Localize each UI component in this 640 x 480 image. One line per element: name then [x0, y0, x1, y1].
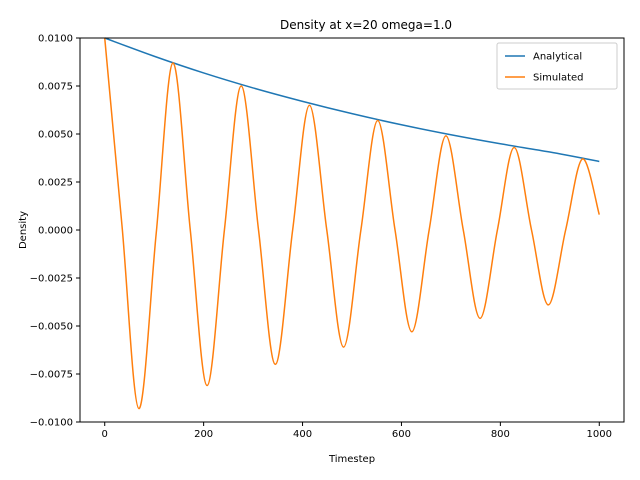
legend: Analytical Simulated	[496, 42, 618, 90]
y-tick-label: 0.0100	[38, 34, 73, 45]
y-tick-label: −0.0100	[30, 418, 73, 429]
y-tick-label: −0.0075	[30, 370, 73, 381]
legend-label-simulated: Simulated	[533, 73, 584, 84]
y-tick-label: 0.0050	[38, 130, 73, 141]
x-tick-label: 600	[392, 429, 411, 440]
legend-box	[496, 42, 618, 90]
y-axis-label: Density	[18, 211, 29, 249]
axes-frame	[79, 37, 625, 423]
y-tick-label: 0.0000	[38, 226, 73, 237]
series-line-simulated	[103, 37, 600, 410]
x-tick-label: 200	[194, 429, 213, 440]
y-tick-label: 0.0025	[38, 178, 73, 189]
x-tick-label: 800	[491, 429, 510, 440]
y-tick-label: 0.0075	[38, 82, 73, 93]
y-tick-label: −0.0050	[30, 322, 73, 333]
series-line-analytical	[104, 37, 600, 163]
axis-ticks: 0 200 400 600 800 1000 −0.0100 −0.0075 −0.0050 −0…	[30, 34, 612, 441]
x-axis-label: Timestep	[328, 454, 375, 465]
legend-label-analytical: Analytical	[533, 52, 582, 63]
y-tick-label: −0.0025	[30, 274, 73, 285]
plot-area	[103, 37, 600, 410]
x-tick-label: 400	[293, 429, 312, 440]
x-tick-label: 0	[102, 429, 108, 440]
x-tick-label: 1000	[587, 429, 612, 440]
chart-title: Density at x=20 omega=1.0	[280, 18, 452, 32]
